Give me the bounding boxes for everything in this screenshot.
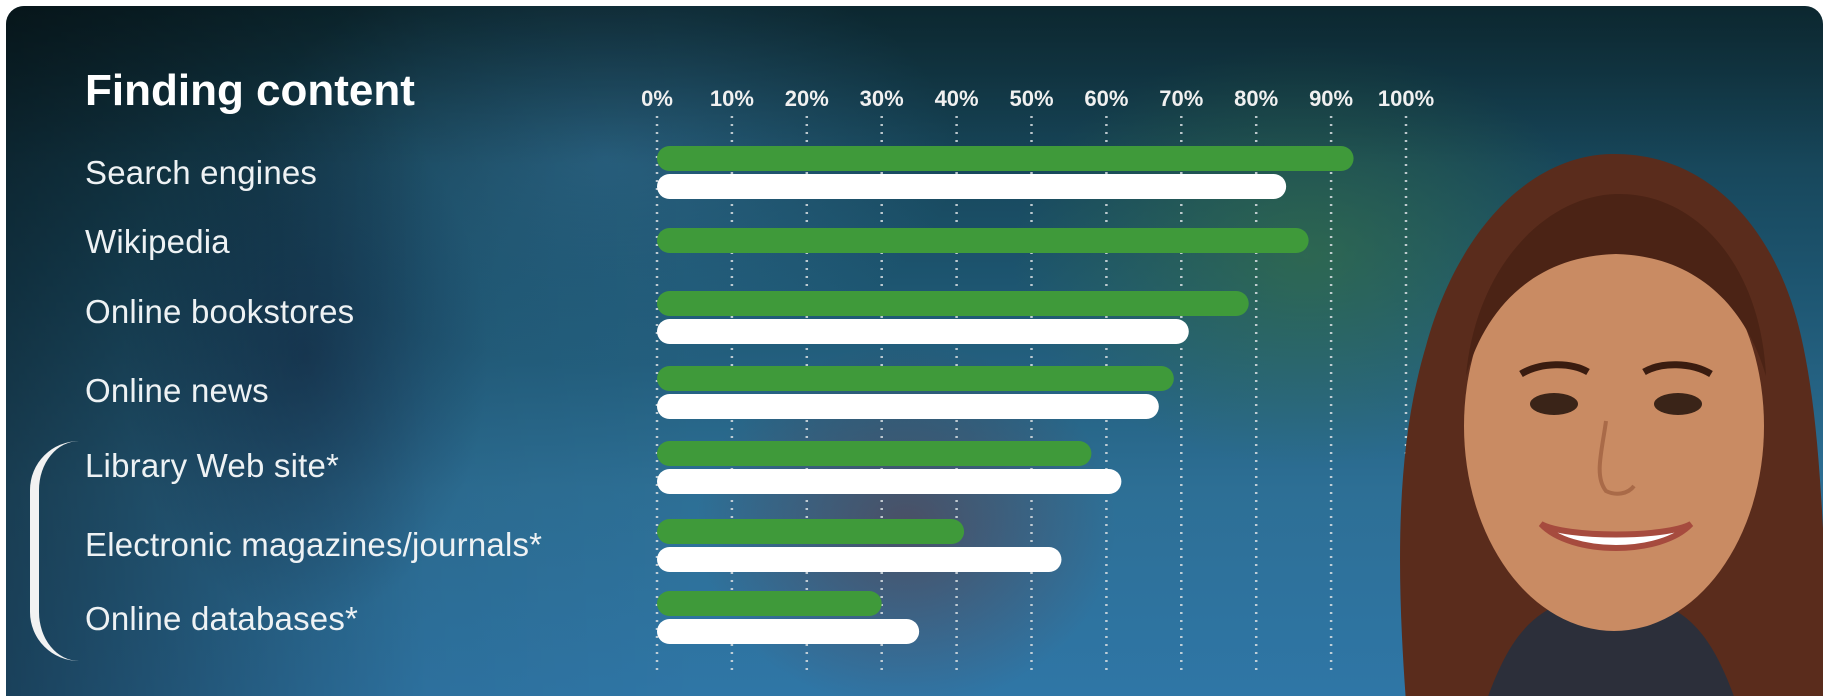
x-tick-label: 80% xyxy=(1234,86,1278,111)
x-tick-label: 60% xyxy=(1084,86,1128,111)
bar-white xyxy=(657,319,1189,344)
bar-green xyxy=(657,228,1309,253)
x-tick-label: 50% xyxy=(1009,86,1053,111)
x-tick-label: 90% xyxy=(1309,86,1353,111)
student-photo xyxy=(1400,153,1823,696)
category-label-search-engines: Search engines xyxy=(85,154,318,191)
bar-white xyxy=(657,547,1062,572)
bracket-mark xyxy=(30,441,79,661)
category-label-wikipedia: Wikipedia xyxy=(85,223,230,260)
x-tick-label: 100% xyxy=(1378,86,1434,111)
bar-white xyxy=(657,469,1122,494)
x-tick-label: 0% xyxy=(641,86,673,111)
category-label-electronic-magazines: Electronic magazines/journals* xyxy=(85,526,543,563)
x-tick-label: 10% xyxy=(710,86,754,111)
bar-green xyxy=(657,441,1092,466)
x-tick-label: 70% xyxy=(1159,86,1203,111)
bar-green xyxy=(657,591,882,616)
category-label-library-web-site: Library Web site* xyxy=(85,447,340,484)
bar-white xyxy=(657,394,1159,419)
category-label-online-databases: Online databases* xyxy=(85,600,359,637)
chart-panel: Finding content Search engines Wikipedia… xyxy=(6,6,1823,696)
category-label-online-bookstores: Online bookstores xyxy=(85,293,355,330)
category-label-online-news: Online news xyxy=(85,372,269,409)
x-tick-label: 40% xyxy=(935,86,979,111)
chart-title: Finding content xyxy=(85,66,415,115)
bar-green xyxy=(657,519,965,544)
bar-green xyxy=(657,366,1174,391)
bar-white xyxy=(657,174,1287,199)
bar-white xyxy=(657,619,920,644)
x-tick-label: 30% xyxy=(860,86,904,111)
x-tick-label: 20% xyxy=(785,86,829,111)
bar-green xyxy=(657,291,1249,316)
bar-chart: 0% 10% 20% 30% 40% 50% 60% 70% 80% 90% 100% xyxy=(641,86,1434,670)
bar-green xyxy=(657,146,1354,171)
